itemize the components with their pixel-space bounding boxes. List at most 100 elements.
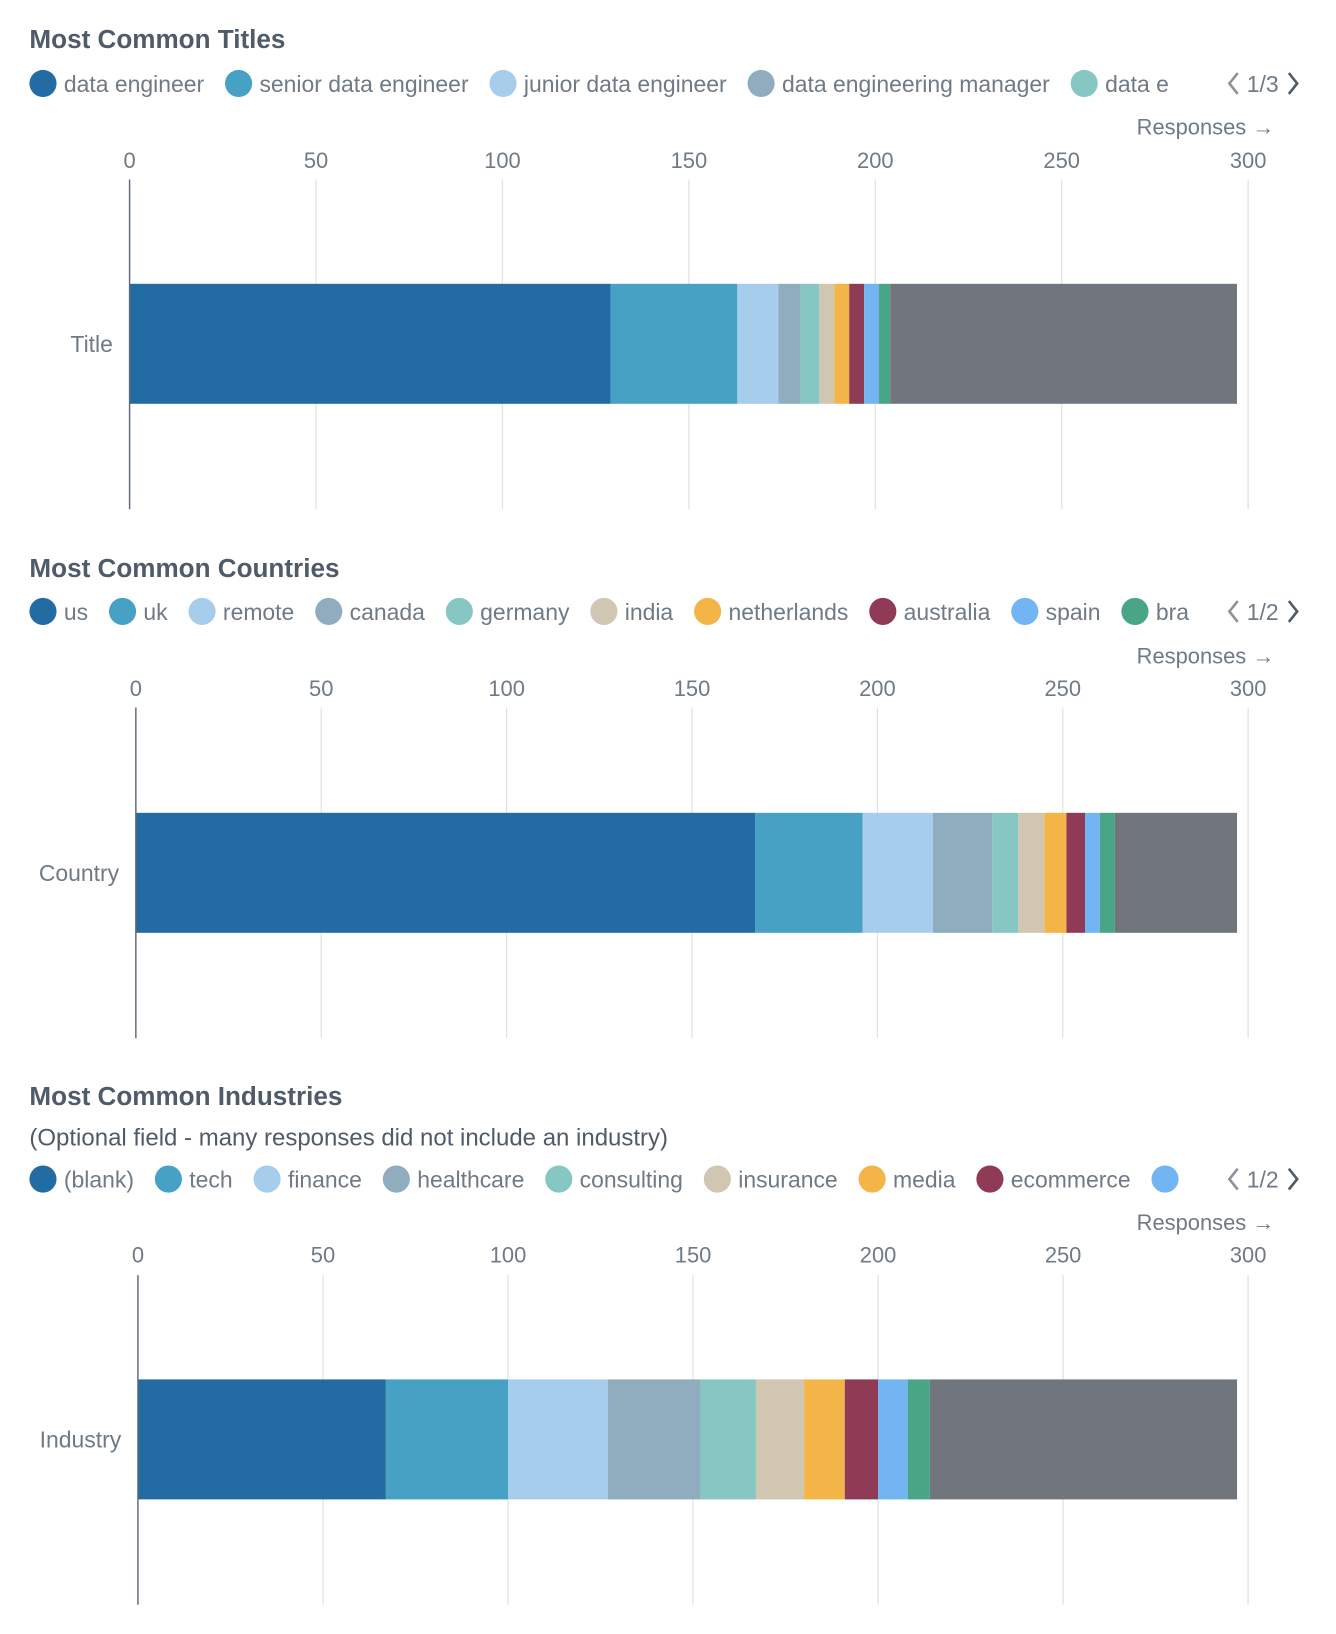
legend-item[interactable]: ecommerce: [976, 1165, 1131, 1193]
legend-item[interactable]: bra: [1121, 597, 1189, 626]
x-axis-label: Responses →: [1137, 1210, 1275, 1235]
legend-item[interactable]: tech: [154, 1165, 233, 1193]
bar-segment[interactable]: [992, 812, 1019, 933]
bar-segment[interactable]: [1018, 812, 1045, 933]
legend-item[interactable]: [1151, 1165, 1179, 1193]
x-tick-label: 250: [1043, 148, 1080, 173]
bar-segment[interactable]: [844, 1379, 879, 1500]
bar-segment[interactable]: [755, 812, 863, 933]
bar-segment[interactable]: [1085, 812, 1100, 933]
legend-swatch: [1070, 69, 1098, 98]
legend-label: remote: [223, 599, 294, 625]
bar-segment[interactable]: [737, 283, 779, 404]
legend-item[interactable]: consulting: [545, 1165, 683, 1193]
legend-pager: 1/2: [1227, 1166, 1299, 1192]
chevron-right-icon[interactable]: [1287, 600, 1299, 623]
chart-title: Most Common Titles: [29, 24, 285, 54]
x-tick-label: 150: [671, 148, 708, 173]
legend-swatch: [1151, 1165, 1179, 1193]
legend-item[interactable]: healthcare: [382, 1165, 525, 1193]
legend-swatch: [29, 597, 57, 626]
bar-segment[interactable]: [907, 1379, 930, 1500]
legend-item[interactable]: netherlands: [694, 597, 848, 626]
legend-item[interactable]: us: [29, 597, 88, 626]
chart-0: Most Common Titles data engineer senior da…: [29, 24, 1299, 510]
bar-segment[interactable]: [1044, 812, 1067, 933]
legend-item[interactable]: data engineer: [29, 69, 205, 98]
bar-segment[interactable]: [1066, 812, 1086, 933]
bar-segment[interactable]: [862, 812, 933, 933]
bar-segment[interactable]: [137, 1379, 386, 1500]
category-label: Title: [70, 331, 112, 357]
bar-segment[interactable]: [778, 283, 801, 404]
chevron-right-icon[interactable]: [1287, 72, 1299, 95]
legend-swatch: [445, 597, 473, 626]
legend-item[interactable]: spain: [1011, 597, 1101, 626]
bar-segment[interactable]: [878, 1379, 908, 1500]
legend-swatch: [253, 1165, 281, 1193]
bar-segment[interactable]: [607, 1379, 701, 1500]
x-tick-label: 300: [1230, 676, 1267, 701]
bar-segment[interactable]: [864, 283, 880, 404]
legend-item[interactable]: finance: [253, 1165, 362, 1193]
bar-segment[interactable]: [804, 1379, 845, 1500]
x-axis-label: Responses →: [1137, 644, 1275, 669]
legend-item[interactable]: data engineering manager: [747, 69, 1051, 98]
legend-swatch: [382, 1165, 410, 1193]
chevron-left-icon[interactable]: [1227, 1167, 1239, 1191]
legend-page-indicator: 1/2: [1247, 1166, 1279, 1192]
bar-segment[interactable]: [700, 1379, 756, 1500]
chart-1: Most Common Countries us uk remote canada ger…: [29, 553, 1299, 1039]
x-tick-label: 200: [857, 148, 894, 173]
legend-page-indicator: 1/3: [1247, 71, 1279, 97]
chart-subtitle: (Optional field - many responses did not…: [29, 1125, 668, 1152]
legend-item[interactable]: (blank): [29, 1165, 134, 1193]
chevron-left-icon[interactable]: [1227, 600, 1239, 623]
bar-segment[interactable]: [385, 1379, 509, 1500]
legend-label: consulting: [580, 1166, 683, 1192]
bar-segment[interactable]: [819, 283, 835, 404]
bar-segment[interactable]: [849, 283, 865, 404]
legend-label: data e: [1105, 71, 1169, 97]
bar-segment[interactable]: [800, 283, 820, 404]
bar-segment[interactable]: [135, 812, 756, 933]
x-tick-label: 50: [311, 1243, 335, 1268]
legend-swatch: [590, 597, 618, 626]
legend-item[interactable]: germany: [445, 597, 570, 626]
bar-segment[interactable]: [610, 283, 738, 404]
legend-label: india: [625, 599, 674, 625]
x-tick-label: 0: [132, 1243, 144, 1268]
legend-item[interactable]: remote: [188, 597, 294, 626]
chevron-left-icon[interactable]: [1227, 72, 1239, 95]
legend-item[interactable]: australia: [869, 597, 991, 626]
legend-swatch: [858, 1165, 886, 1193]
legend-item[interactable]: junior data engineer: [489, 69, 727, 98]
bar-segment[interactable]: [1099, 812, 1115, 933]
legend-label: spain: [1046, 599, 1101, 625]
bar-segment[interactable]: [129, 283, 611, 404]
legend-item[interactable]: media: [858, 1165, 956, 1193]
legend-item[interactable]: canada: [315, 597, 425, 626]
legend-label: bra: [1156, 599, 1189, 625]
x-tick-label: 100: [488, 676, 525, 701]
legend-swatch: [1121, 597, 1149, 626]
legend-swatch: [694, 597, 722, 626]
bar-segment[interactable]: [932, 812, 993, 933]
legend-swatch: [154, 1165, 182, 1193]
bar-segment[interactable]: [1114, 812, 1238, 933]
chevron-right-icon[interactable]: [1287, 1167, 1299, 1191]
legend-item[interactable]: insurance: [703, 1165, 838, 1193]
legend-item[interactable]: senior data engineer: [225, 69, 469, 98]
bar-segment[interactable]: [834, 283, 850, 404]
bar-segment[interactable]: [929, 1379, 1238, 1500]
bar-segment[interactable]: [755, 1379, 805, 1500]
legend-item[interactable]: uk: [108, 597, 168, 626]
legend-label: data engineer: [64, 71, 205, 97]
legend-item[interactable]: india: [590, 597, 674, 626]
bar-segment[interactable]: [890, 283, 1237, 404]
legend: us uk remote canada germany india netherlands a…: [29, 597, 1299, 626]
bar-segment[interactable]: [879, 283, 891, 404]
legend-swatch: [869, 597, 897, 626]
legend-item[interactable]: data e: [1070, 69, 1169, 98]
bar-segment[interactable]: [508, 1379, 608, 1500]
